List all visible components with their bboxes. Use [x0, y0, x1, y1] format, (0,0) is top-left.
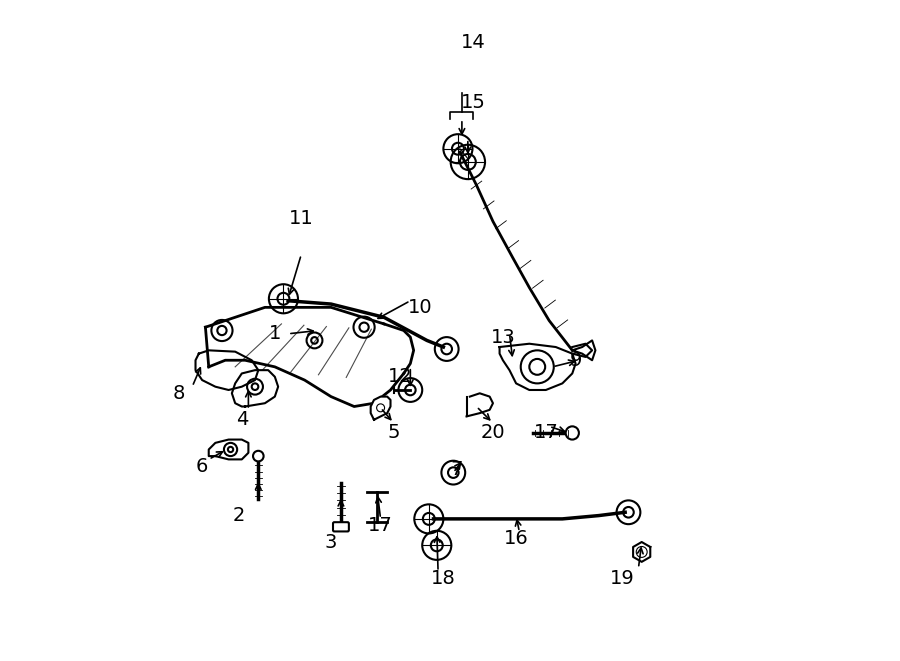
- FancyBboxPatch shape: [333, 522, 349, 531]
- Text: 4: 4: [236, 410, 248, 429]
- Text: 17: 17: [368, 516, 393, 535]
- Text: 2: 2: [232, 506, 245, 525]
- Text: 20: 20: [481, 424, 505, 442]
- Text: 10: 10: [408, 298, 433, 317]
- Text: 3: 3: [325, 533, 338, 551]
- Text: 1: 1: [268, 325, 281, 343]
- Polygon shape: [500, 344, 576, 390]
- Text: 6: 6: [196, 457, 208, 475]
- Text: 8: 8: [173, 384, 185, 403]
- Circle shape: [566, 426, 579, 440]
- Text: 14: 14: [461, 34, 485, 52]
- Polygon shape: [371, 397, 391, 420]
- Text: 18: 18: [431, 569, 455, 588]
- Text: 9: 9: [570, 351, 581, 369]
- Polygon shape: [195, 350, 258, 390]
- Text: 11: 11: [289, 209, 313, 227]
- Polygon shape: [232, 370, 278, 407]
- Polygon shape: [209, 440, 248, 459]
- Circle shape: [253, 451, 264, 461]
- Text: 13: 13: [491, 328, 516, 346]
- Text: 7: 7: [450, 460, 463, 479]
- Text: 5: 5: [388, 424, 400, 442]
- Text: 17: 17: [534, 424, 558, 442]
- Text: 16: 16: [504, 529, 528, 548]
- Text: 12: 12: [388, 368, 413, 386]
- Text: 15: 15: [461, 93, 486, 112]
- Text: 19: 19: [609, 569, 634, 588]
